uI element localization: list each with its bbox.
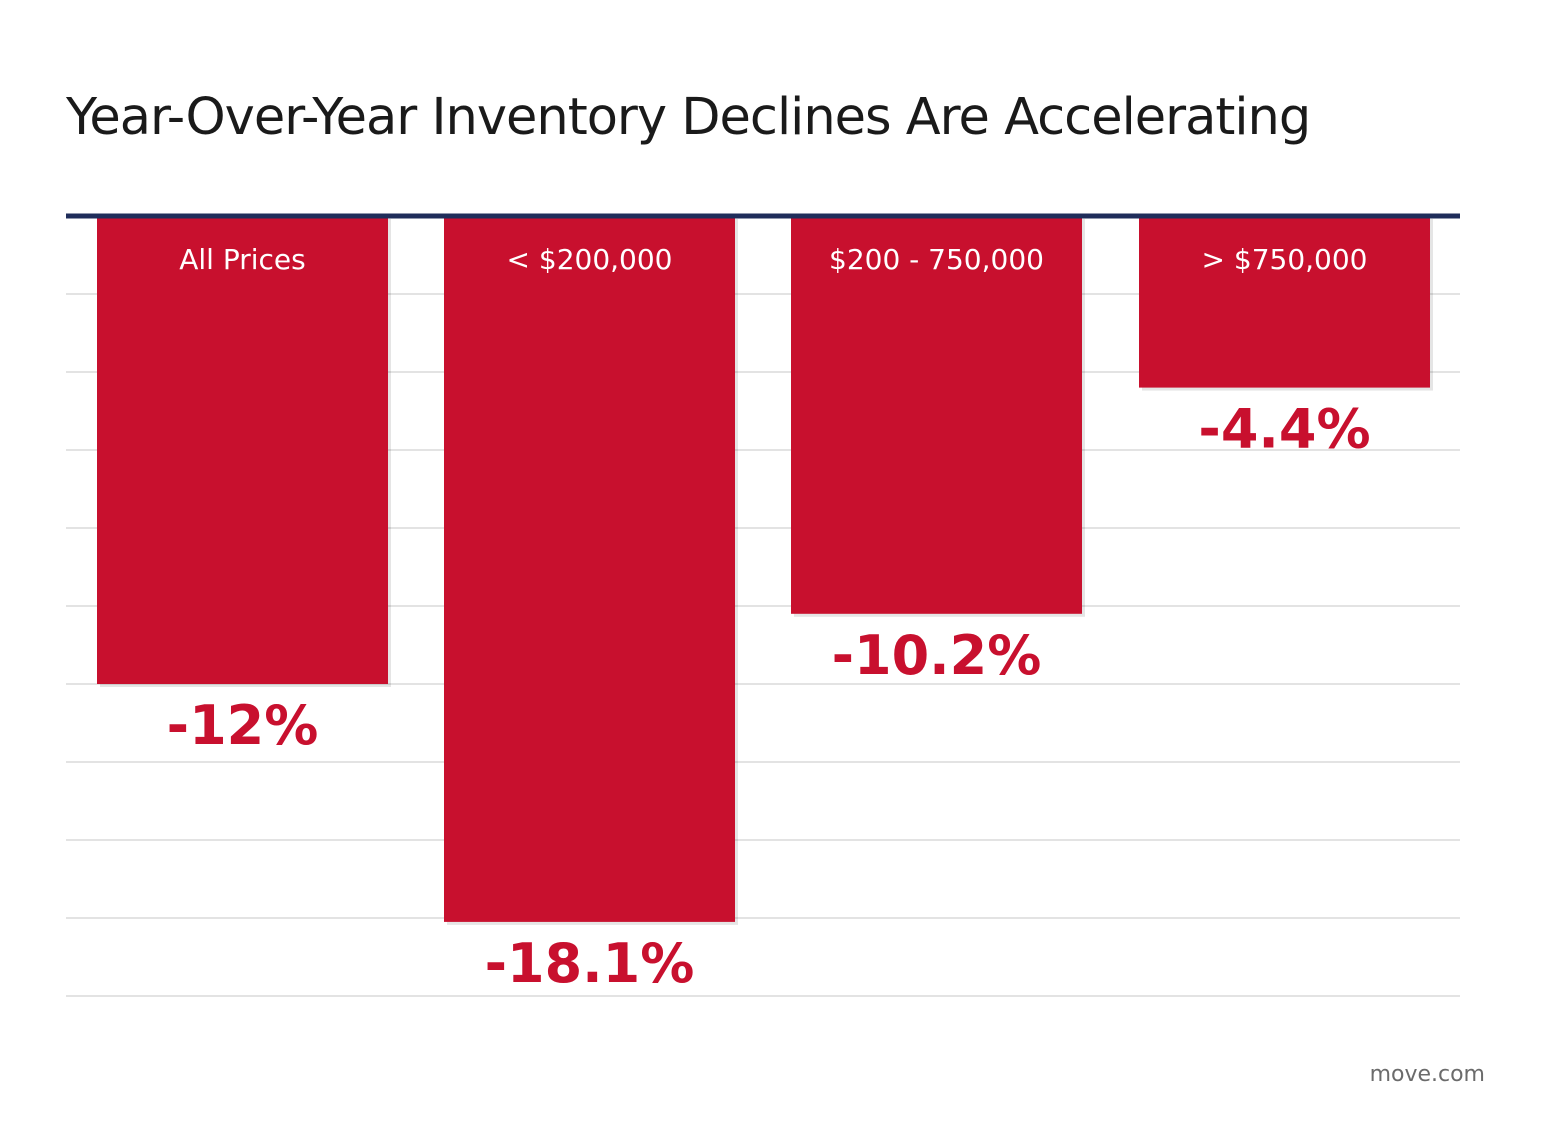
bar <box>791 216 1082 614</box>
chart-title: Year-Over-Year Inventory Declines Are Ac… <box>66 88 1311 147</box>
value-label: -10.2% <box>832 624 1042 687</box>
bar <box>97 216 388 684</box>
value-label: -12% <box>167 694 319 757</box>
bar <box>1139 216 1430 388</box>
category-label: All Prices <box>179 243 306 276</box>
category-label: $200 - 750,000 <box>829 243 1044 276</box>
bar <box>444 216 735 922</box>
labels: All Prices -12% < $200,000 -18.1% $200 - 750… <box>167 243 1371 995</box>
bars <box>97 216 1433 925</box>
category-label: > $750,000 <box>1202 243 1368 276</box>
value-label: -4.4% <box>1198 398 1370 461</box>
category-label: < $200,000 <box>507 243 673 276</box>
source-credit: move.com <box>1369 1062 1485 1087</box>
value-label: -18.1% <box>485 932 695 995</box>
